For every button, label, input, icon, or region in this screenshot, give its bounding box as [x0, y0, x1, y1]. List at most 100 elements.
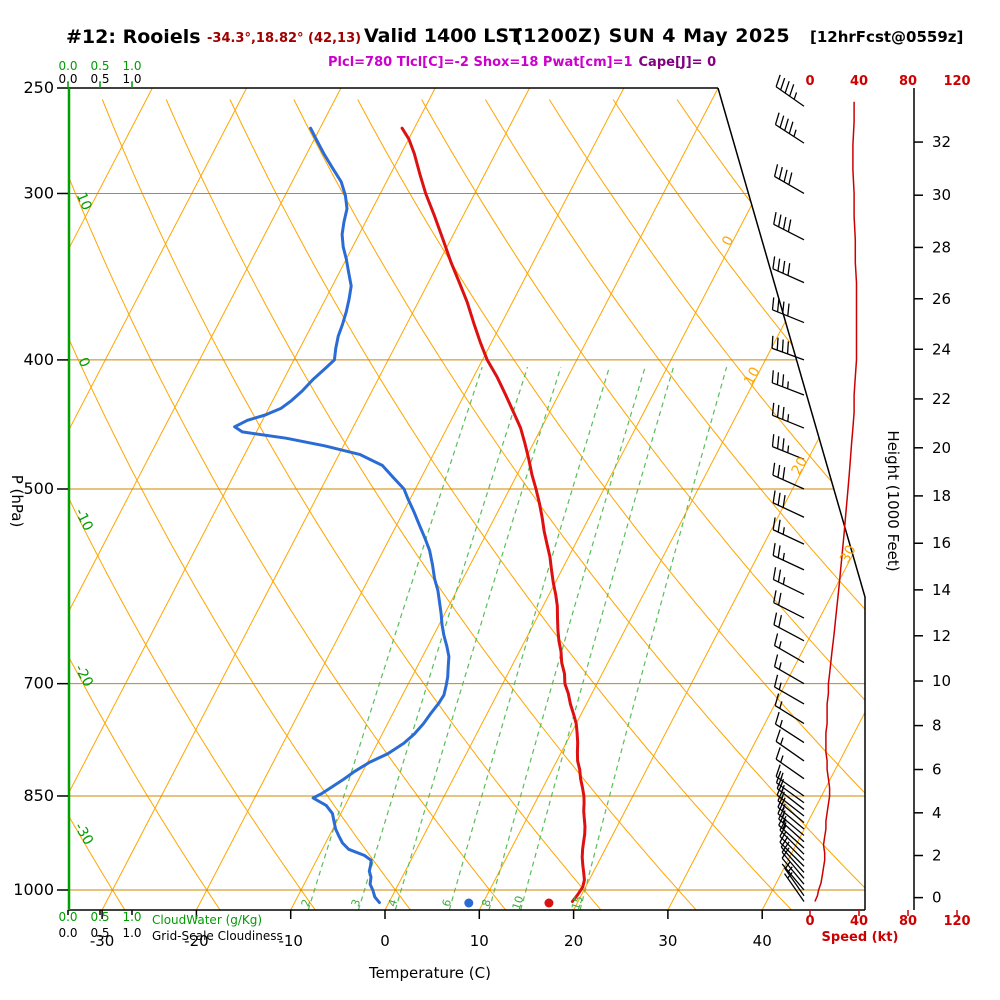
- dry-adiabat-line: [68, 99, 411, 910]
- chart-element: [774, 666, 805, 685]
- dry-adiabat-line: [68, 99, 316, 910]
- chart-element: [775, 740, 805, 762]
- chart-element: [771, 347, 805, 361]
- temperature-tick-label: 10: [470, 932, 489, 950]
- mixing-ratio-line: [488, 366, 646, 910]
- isotherm-line: [290, 88, 719, 910]
- wind-barb: [779, 825, 805, 861]
- wind-barb: [772, 543, 805, 571]
- isotherm-line: [667, 88, 865, 910]
- wind-speed-curve: [814, 101, 858, 902]
- height-tick-label: 10: [932, 672, 951, 690]
- wind-barb: [773, 612, 805, 642]
- wind-barb: [775, 764, 805, 797]
- dry-adiabat-line: [548, 99, 865, 910]
- chart-element: [784, 80, 790, 94]
- height-tick-label: 0: [932, 889, 942, 907]
- wind-barb: [775, 770, 805, 804]
- temperature-tick-label: -10: [278, 932, 303, 950]
- chart-element: [782, 527, 785, 535]
- chart-element: [773, 624, 805, 642]
- dry-adiabat-line: [804, 99, 865, 910]
- chart-element: [773, 211, 777, 225]
- height-tick-label: 18: [932, 487, 951, 505]
- chart-element: [782, 495, 786, 508]
- mixing-ratio-label: 3: [349, 898, 364, 909]
- chart-element: [781, 803, 786, 811]
- chart-element: [772, 256, 776, 269]
- chart-element: [779, 835, 805, 861]
- isotherm-label: 20: [789, 454, 811, 477]
- wind-barb: [771, 434, 805, 460]
- chart-element: [772, 517, 776, 530]
- wind-barb: [771, 335, 805, 361]
- wind-barb: [773, 164, 805, 195]
- chart-element: [787, 381, 789, 389]
- chart-element: [776, 782, 805, 804]
- chart-element: [775, 74, 781, 87]
- mixing-ratio-label: 10: [510, 894, 527, 911]
- surface-dewpoint-marker: [464, 898, 474, 908]
- wind-barb: [772, 256, 805, 284]
- chart-element: [775, 723, 805, 744]
- chart-element: [782, 577, 786, 585]
- chart-element: [787, 414, 790, 422]
- speed-tick-label-bottom: 40: [850, 914, 868, 929]
- speed-tick-label-top: 40: [850, 74, 868, 89]
- wind-barb: [774, 693, 805, 725]
- wind-barb: [779, 831, 805, 867]
- chart-element: [788, 121, 794, 134]
- chart-element: [787, 263, 791, 276]
- chart-element: [777, 492, 781, 506]
- station-coords: -34.3°,18.82° (42,13): [207, 31, 362, 46]
- mixing-ratio-line: [394, 366, 562, 910]
- chart-element: [771, 297, 775, 310]
- mixing-ratio-label: 2: [299, 898, 314, 909]
- wind-barb: [772, 462, 805, 490]
- isotherm-label: 10: [741, 364, 763, 387]
- chart-element: [782, 260, 786, 274]
- isotherm-line: [68, 88, 436, 910]
- temperature-tick-label: 20: [564, 932, 583, 950]
- mixing-ratio-label: 8: [479, 898, 494, 909]
- chart-element: [781, 863, 805, 891]
- chart-element: [781, 339, 784, 353]
- cloudwater-scale-bottom: 1.0: [122, 910, 141, 924]
- chart-element: [771, 370, 774, 383]
- chart-element: [775, 758, 805, 780]
- dry-adiabat-line: [357, 99, 865, 910]
- cloudiness-scale-bottom: 0.0: [58, 926, 77, 940]
- chart-element: [787, 445, 790, 453]
- cloudwater-scale-bottom: 0.0: [58, 910, 77, 924]
- chart-element: [776, 337, 779, 351]
- chart-element: [781, 374, 785, 387]
- chart-element: [777, 592, 782, 606]
- height-tick-label: 12: [932, 627, 951, 645]
- chart-element: [787, 219, 792, 232]
- chart-element: [775, 86, 805, 107]
- chart-element: [777, 464, 781, 478]
- chart-element: [780, 77, 786, 91]
- speed-axis-label: Speed (kt): [821, 930, 899, 945]
- chart-element: [776, 299, 780, 312]
- chart-element: [780, 784, 785, 793]
- chart-element: [773, 578, 805, 596]
- mixing-ratio-line: [357, 366, 529, 910]
- chart-element: [772, 309, 805, 324]
- chart-element: [775, 764, 781, 777]
- chart-element: [776, 436, 780, 449]
- chart-element: [777, 800, 805, 824]
- isotherm-line: [68, 88, 153, 910]
- cloudiness-scale-top: 0.5: [90, 72, 109, 86]
- chart-element: [774, 175, 805, 195]
- dry-adiabat-line: [68, 99, 507, 910]
- chart-element: [779, 719, 783, 728]
- chart-element: [779, 701, 783, 709]
- height-tick-label: 26: [932, 290, 951, 308]
- chart-element: [782, 552, 785, 561]
- chart-element: [783, 867, 805, 897]
- chart-element: [774, 645, 805, 664]
- sounding-indices: Plcl=780 Tlcl[C]=-2 Shox=18 Pwat[cm]=1 Ca…: [328, 55, 716, 70]
- dry-adiabat-line: [68, 99, 126, 910]
